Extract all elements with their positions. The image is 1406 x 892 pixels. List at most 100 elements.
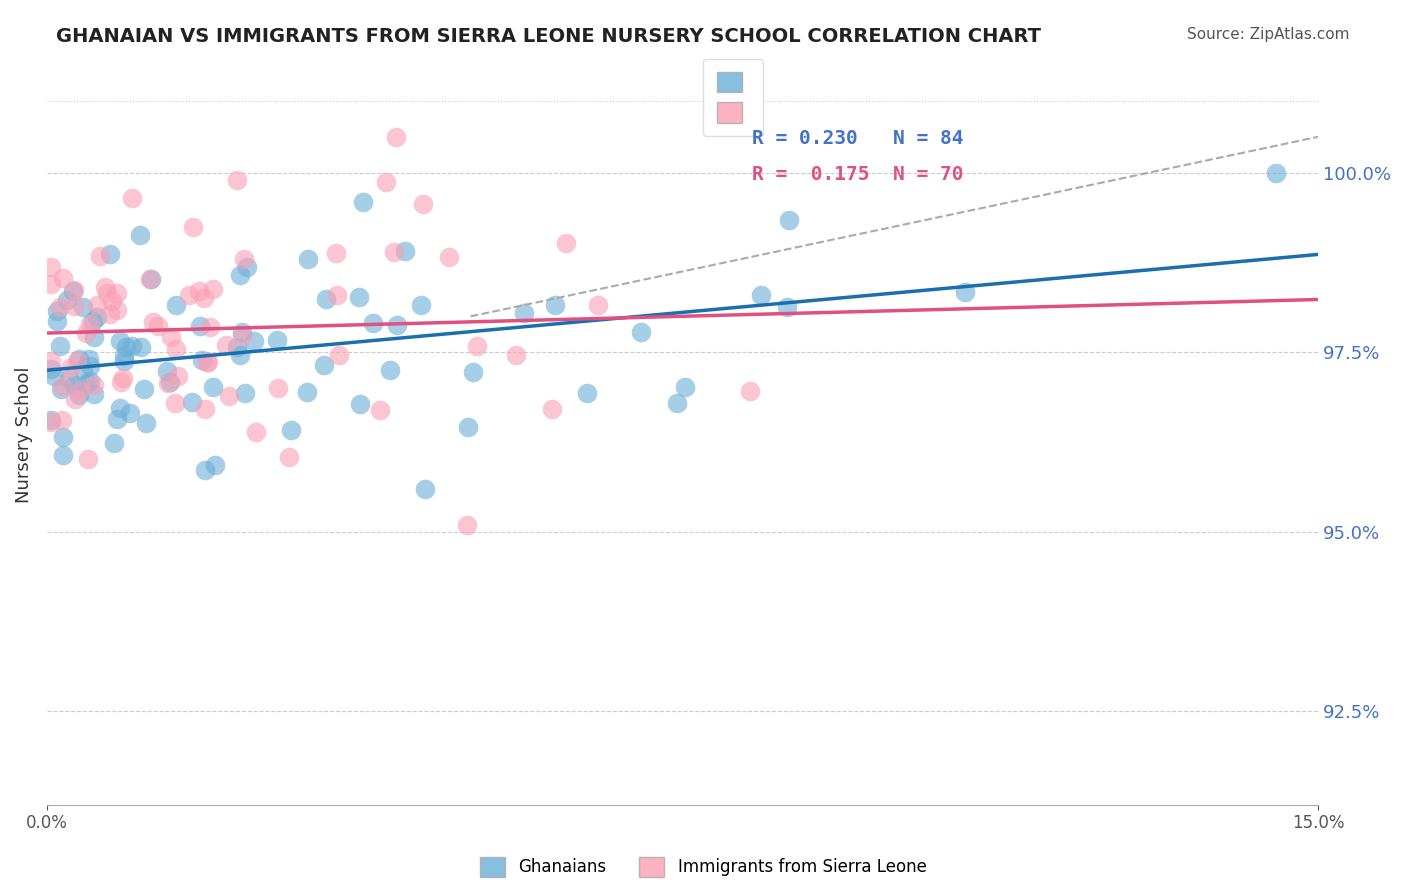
Point bbox=[115, 340, 138, 354]
Point bbox=[266, 333, 288, 347]
Point bbox=[193, 291, 215, 305]
Point bbox=[79, 375, 101, 389]
Point bbox=[67, 388, 90, 402]
Point bbox=[39, 277, 62, 292]
Point bbox=[132, 382, 155, 396]
Point bbox=[82, 314, 104, 328]
Point bbox=[200, 319, 222, 334]
Legend: Ghanaians, Immigrants from Sierra Leone: Ghanaians, Immigrants from Sierra Leone bbox=[472, 850, 934, 884]
Point bbox=[461, 364, 484, 378]
Point bbox=[352, 194, 374, 209]
Point bbox=[51, 413, 73, 427]
Point bbox=[62, 283, 84, 297]
Point bbox=[229, 348, 252, 362]
Point bbox=[188, 319, 211, 334]
Point bbox=[368, 403, 391, 417]
Point bbox=[188, 284, 211, 298]
Point bbox=[121, 339, 143, 353]
Point bbox=[315, 292, 337, 306]
Point bbox=[112, 350, 135, 364]
Text: R =  0.175: R = 0.175 bbox=[752, 165, 870, 184]
Point bbox=[630, 326, 652, 340]
Text: R = 0.230: R = 0.230 bbox=[752, 129, 858, 148]
Point bbox=[197, 355, 219, 369]
Point bbox=[159, 376, 181, 390]
Point bbox=[1264, 166, 1286, 180]
Point bbox=[105, 412, 128, 426]
Point bbox=[63, 392, 86, 406]
Point bbox=[541, 401, 564, 416]
Point bbox=[165, 343, 187, 357]
Point bbox=[59, 360, 82, 375]
Point bbox=[513, 306, 536, 320]
Point bbox=[179, 288, 201, 302]
Point bbox=[181, 219, 204, 234]
Point bbox=[409, 298, 432, 312]
Point bbox=[105, 285, 128, 300]
Point bbox=[673, 379, 696, 393]
Point bbox=[953, 285, 976, 300]
Point bbox=[415, 482, 437, 496]
Point bbox=[297, 252, 319, 266]
Point bbox=[778, 213, 800, 227]
Point bbox=[312, 358, 335, 372]
Point bbox=[39, 362, 62, 376]
Point bbox=[83, 378, 105, 392]
Point bbox=[231, 329, 253, 343]
Point bbox=[194, 401, 217, 416]
Point bbox=[65, 353, 87, 368]
Point bbox=[277, 450, 299, 465]
Point bbox=[201, 380, 224, 394]
Point bbox=[46, 304, 69, 318]
Point bbox=[361, 317, 384, 331]
Point bbox=[79, 359, 101, 373]
Point bbox=[108, 401, 131, 416]
Point bbox=[101, 293, 124, 308]
Point bbox=[156, 364, 179, 378]
Point bbox=[233, 385, 256, 400]
Point bbox=[148, 318, 170, 333]
Point bbox=[163, 395, 186, 409]
Point bbox=[380, 363, 402, 377]
Point bbox=[69, 383, 91, 397]
Point bbox=[77, 451, 100, 466]
Point bbox=[295, 385, 318, 400]
Point bbox=[267, 381, 290, 395]
Point bbox=[62, 284, 84, 298]
Point bbox=[139, 272, 162, 286]
Point bbox=[457, 420, 479, 434]
Point bbox=[44, 369, 66, 384]
Point bbox=[107, 303, 129, 318]
Point bbox=[157, 376, 180, 391]
Point bbox=[72, 362, 94, 376]
Point bbox=[437, 251, 460, 265]
Point bbox=[75, 326, 97, 340]
Point bbox=[242, 334, 264, 348]
Point bbox=[505, 348, 527, 362]
Text: GHANAIAN VS IMMIGRANTS FROM SIERRA LEONE NURSERY SCHOOL CORRELATION CHART: GHANAIAN VS IMMIGRANTS FROM SIERRA LEONE… bbox=[56, 27, 1042, 45]
Point bbox=[236, 260, 259, 274]
Point bbox=[280, 423, 302, 437]
Point bbox=[63, 378, 86, 392]
Point bbox=[129, 340, 152, 354]
Point bbox=[55, 293, 77, 308]
Point bbox=[375, 175, 398, 189]
Point bbox=[456, 518, 478, 533]
Point bbox=[554, 236, 576, 251]
Point bbox=[51, 379, 73, 393]
Point bbox=[215, 338, 238, 352]
Point bbox=[226, 340, 249, 354]
Point bbox=[229, 268, 252, 282]
Point bbox=[98, 247, 121, 261]
Point bbox=[586, 298, 609, 312]
Point bbox=[58, 372, 80, 386]
Point bbox=[465, 339, 488, 353]
Point bbox=[382, 244, 405, 259]
Point bbox=[86, 298, 108, 312]
Point bbox=[412, 197, 434, 211]
Point bbox=[67, 352, 90, 367]
Point bbox=[112, 371, 135, 385]
Point bbox=[49, 300, 72, 314]
Point bbox=[328, 348, 350, 362]
Point bbox=[72, 300, 94, 314]
